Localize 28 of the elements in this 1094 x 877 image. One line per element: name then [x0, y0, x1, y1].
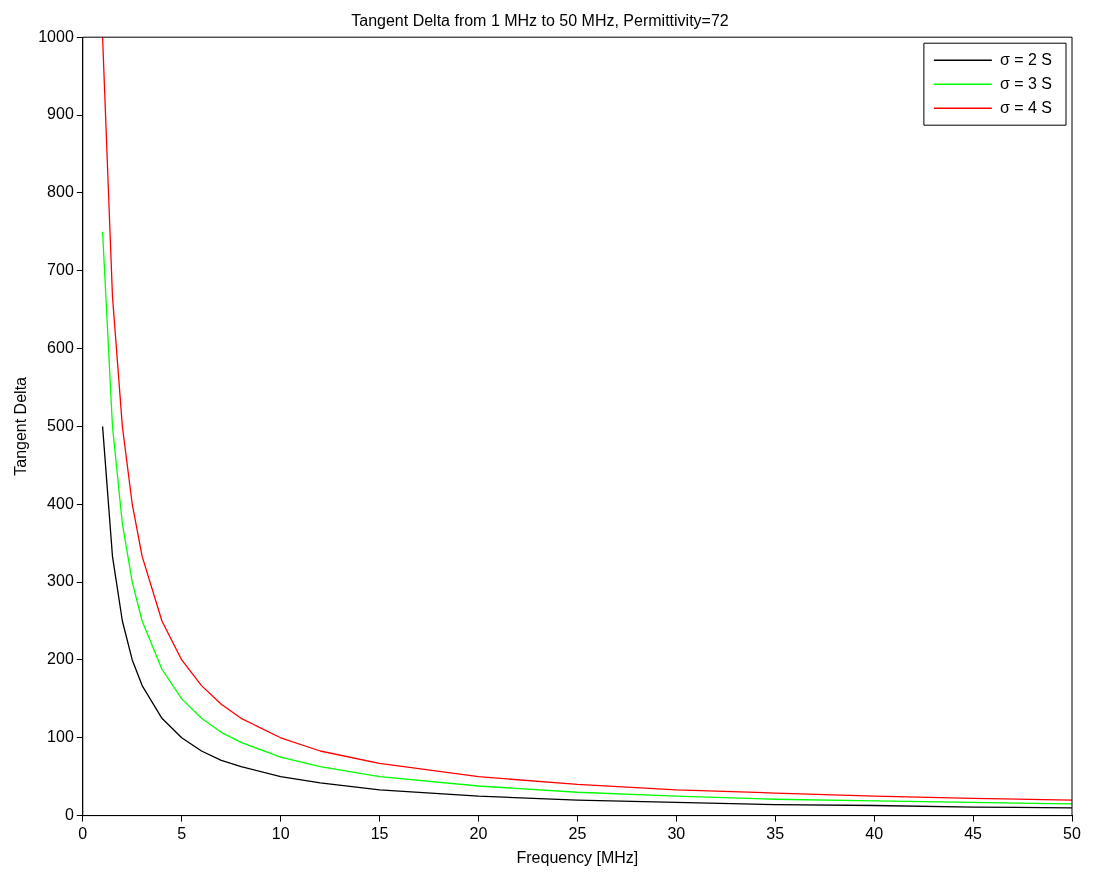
- x-tick-label: 0: [78, 824, 88, 842]
- legend-label: σ = 2 S: [999, 50, 1052, 68]
- legend-label: σ = 4 S: [999, 98, 1052, 116]
- y-tick-label: 600: [47, 338, 74, 356]
- y-tick-label: 700: [47, 261, 74, 279]
- chart-title: Tangent Delta from 1 MHz to 50 MHz, Permittivity=72: [351, 12, 729, 30]
- y-tick-label: 500: [47, 416, 74, 434]
- y-tick-label: 0: [64, 806, 74, 824]
- y-axis-title: Tangent Delta: [12, 376, 30, 476]
- y-tick-label: 300: [47, 572, 74, 590]
- x-tick-label: 35: [766, 824, 785, 842]
- y-tick-label: 900: [47, 105, 74, 123]
- y-tick-label: 100: [47, 728, 74, 746]
- y-tick-label: 400: [47, 494, 74, 512]
- x-tick-label: 15: [370, 824, 389, 842]
- x-tick-label: 40: [865, 824, 884, 842]
- x-tick-label: 45: [964, 824, 983, 842]
- x-tick-label: 25: [568, 824, 587, 842]
- y-tick-label: 1000: [38, 27, 74, 45]
- x-tick-label: 30: [667, 824, 686, 842]
- x-tick-label: 5: [177, 824, 187, 842]
- y-tick-label: 200: [47, 650, 74, 668]
- x-tick-label: 50: [1063, 824, 1081, 842]
- legend-label: σ = 3 S: [999, 74, 1052, 92]
- y-tick-label: 800: [47, 183, 74, 201]
- x-axis-title: Frequency [MHz]: [516, 848, 639, 866]
- x-tick-label: 20: [469, 824, 488, 842]
- x-tick-label: 10: [271, 824, 290, 842]
